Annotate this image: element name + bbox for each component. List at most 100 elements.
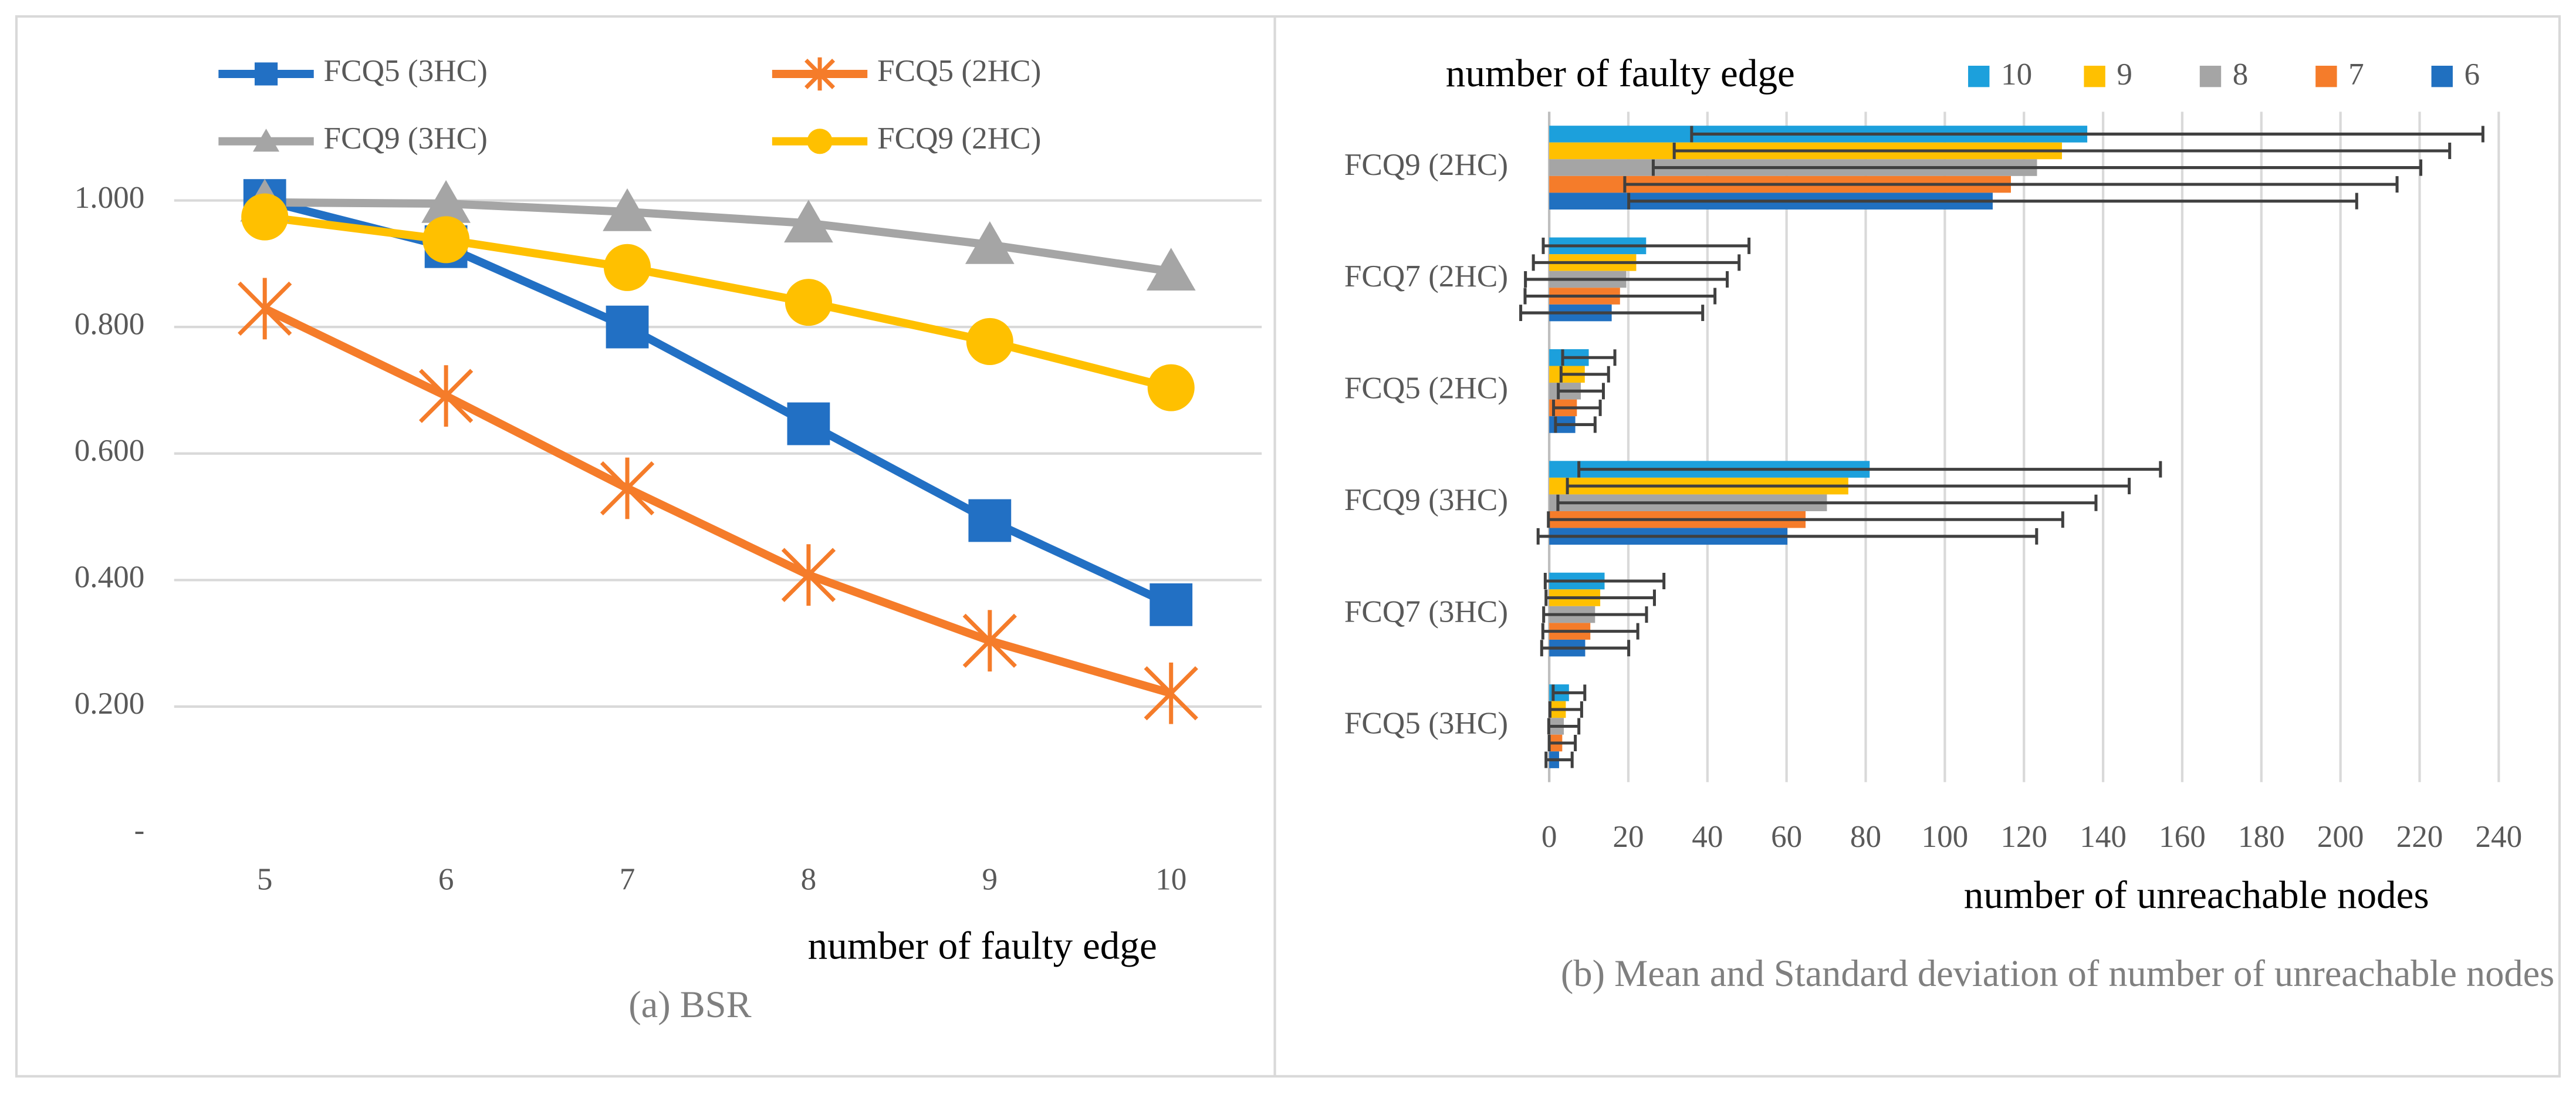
legend-swatch: [2084, 65, 2105, 87]
error-bar: [1541, 623, 1639, 640]
error-bar: [1559, 366, 1610, 383]
error-bar: [1536, 528, 2039, 545]
marker: [804, 57, 836, 91]
error-bar: [1524, 271, 1729, 288]
marker: [418, 365, 474, 427]
y-tick-label: FCQ5 (2HC): [1344, 371, 1508, 406]
series-line: [264, 212, 1172, 392]
series-line: [263, 196, 1173, 609]
legend-swatch: [1968, 65, 1990, 87]
error-bar: [1551, 684, 1587, 701]
legend-label: 7: [2348, 57, 2364, 92]
marker: [603, 244, 651, 291]
error-bar: [1554, 416, 1597, 433]
error-bar: [1519, 305, 1705, 322]
x-tick-label: 5: [257, 862, 273, 897]
y-tick-label: 0.200: [75, 686, 145, 721]
marker: [1144, 662, 1198, 724]
error-bar: [1623, 176, 2399, 193]
marker: [807, 129, 833, 154]
error-bar: [1544, 751, 1574, 768]
y-tick-label: FCQ9 (2HC): [1344, 147, 1508, 182]
error-bar: [1672, 143, 2452, 160]
x-tick-label: 6: [438, 862, 454, 897]
marker: [962, 610, 1017, 672]
caption: (b) Mean and Standard deviation of numbe…: [1560, 953, 2555, 994]
error-bar: [1547, 735, 1577, 752]
x-axis-label: number of faulty edge: [808, 924, 1157, 968]
x-tick-label: 9: [982, 862, 998, 897]
legend-label: 9: [2117, 57, 2132, 92]
y-tick-label: 0.800: [75, 306, 145, 341]
y-tick-label: FCQ7 (3HC): [1344, 594, 1508, 629]
y-tick-label: 1.000: [75, 180, 145, 215]
x-axis-label: number of unreachable nodes: [1964, 873, 2429, 917]
x-tick-label: 20: [1612, 819, 1644, 854]
error-bar: [1548, 701, 1583, 718]
caption: (a) BSR: [628, 984, 752, 1026]
error-bar: [1556, 494, 2098, 511]
error-bar: [1544, 589, 1656, 606]
error-bar: [1532, 254, 1741, 271]
error-bar: [1543, 572, 1666, 589]
marker: [606, 305, 649, 349]
x-tick-label: 200: [2317, 819, 2364, 854]
x-tick-label: 100: [1921, 819, 1968, 854]
x-tick-label: 140: [2080, 819, 2127, 854]
marker: [785, 279, 832, 326]
marker: [1146, 248, 1196, 291]
error-bar: [1552, 399, 1602, 416]
marker: [965, 221, 1015, 264]
legend-label: 6: [2465, 57, 2480, 92]
x-tick-label: 10: [1155, 862, 1186, 897]
marker: [787, 402, 830, 445]
y-tick-label: -: [134, 813, 145, 847]
legend-label: FCQ5 (3HC): [324, 53, 488, 88]
series-line: [263, 305, 1172, 697]
marker: [421, 180, 471, 223]
marker: [781, 544, 836, 606]
marker: [966, 318, 1013, 365]
error-bar: [1523, 288, 1717, 305]
error-bar: [1566, 478, 2131, 495]
legend-label: FCQ9 (2HC): [877, 121, 1041, 156]
x-tick-label: 7: [620, 862, 635, 897]
error-bar: [1547, 511, 2064, 528]
series-line: [265, 198, 1172, 276]
marker: [968, 499, 1012, 542]
legend-label: 10: [2001, 57, 2032, 92]
legend-swatch: [2431, 65, 2453, 87]
error-bar: [1561, 349, 1617, 366]
marker: [600, 457, 655, 519]
x-tick-label: 120: [2000, 819, 2047, 854]
error-bar: [1690, 126, 2484, 143]
error-bar: [1542, 606, 1648, 623]
frame: [15, 15, 2561, 1078]
y-tick-label: 0.400: [75, 559, 145, 594]
x-tick-label: 40: [1692, 819, 1723, 854]
x-tick-label: 180: [2238, 819, 2285, 854]
legend-swatch: [2199, 65, 2222, 87]
marker: [603, 188, 652, 231]
legend-title: number of faulty edge: [1446, 51, 1795, 95]
x-tick-label: 160: [2159, 819, 2206, 854]
marker: [1150, 583, 1193, 626]
legend-swatch: [2315, 65, 2337, 87]
legend-label: 8: [2233, 57, 2249, 92]
error-bar: [1577, 461, 2162, 478]
x-tick-label: 220: [2396, 819, 2443, 854]
legend-label: FCQ9 (3HC): [324, 121, 488, 156]
x-tick-label: 8: [801, 862, 817, 897]
x-tick-label: 0: [1541, 819, 1557, 854]
error-bar: [1547, 718, 1581, 735]
error-bar: [1627, 193, 2358, 210]
error-bar: [1540, 640, 1631, 657]
marker: [784, 200, 833, 243]
y-tick-label: FCQ5 (3HC): [1344, 706, 1508, 741]
marker: [253, 129, 280, 152]
marker: [1147, 364, 1195, 411]
marker: [238, 278, 292, 340]
y-tick-label: FCQ9 (3HC): [1344, 482, 1508, 517]
